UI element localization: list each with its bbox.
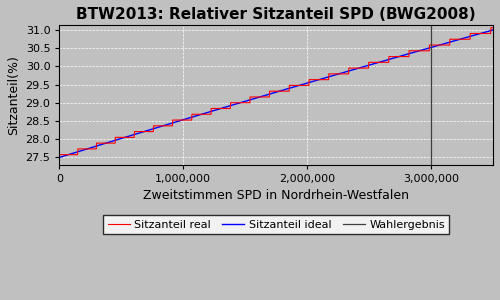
Sitzanteil ideal xyxy=(490,28,496,32)
Sitzanteil real xyxy=(478,32,484,35)
Sitzanteil real xyxy=(256,95,262,99)
Sitzanteil ideal xyxy=(256,95,262,99)
Line: Sitzanteil real: Sitzanteil real xyxy=(60,28,493,155)
Sitzanteil real xyxy=(490,26,496,29)
Sitzanteil real xyxy=(78,147,84,151)
Sitzanteil real xyxy=(398,55,404,58)
Line: Sitzanteil ideal: Sitzanteil ideal xyxy=(60,30,493,158)
Sitzanteil ideal xyxy=(78,149,84,152)
Sitzanteil real xyxy=(268,89,274,93)
Sitzanteil real xyxy=(56,153,62,157)
Sitzanteil real xyxy=(478,32,484,35)
X-axis label: Zweitstimmen SPD in Nordrhein-Westfalen: Zweitstimmen SPD in Nordrhein-Westfalen xyxy=(143,189,409,202)
Sitzanteil ideal xyxy=(56,156,62,159)
Title: BTW2013: Relativer Sitzanteil SPD (BWG2008): BTW2013: Relativer Sitzanteil SPD (BWG20… xyxy=(76,7,476,22)
Sitzanteil real xyxy=(488,26,494,29)
Legend: Sitzanteil real, Sitzanteil ideal, Wahlergebnis: Sitzanteil real, Sitzanteil ideal, Wahle… xyxy=(103,215,450,234)
Sitzanteil ideal xyxy=(268,92,274,96)
Sitzanteil ideal xyxy=(478,32,484,35)
Sitzanteil ideal xyxy=(478,32,484,35)
Y-axis label: Sitzanteil(%): Sitzanteil(%) xyxy=(7,55,20,134)
Sitzanteil ideal xyxy=(398,54,404,58)
